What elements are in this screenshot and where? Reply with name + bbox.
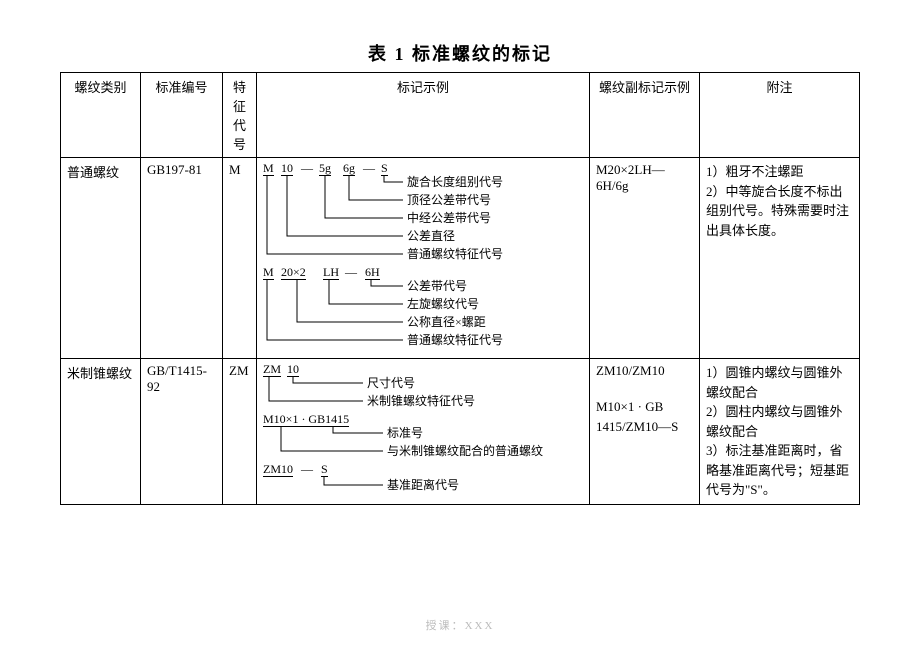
h-code: 特征代号 [223,73,257,158]
cell-code: M [223,158,257,359]
lbl: 公差直径 [407,230,455,242]
h-std: 标准编号 [141,73,223,158]
lbl: 公称直径×螺距 [407,316,486,328]
table-title: 表 1 标准螺纹的标记 [60,40,860,66]
lbl: 中经公差带代号 [407,212,491,224]
h-category: 螺纹类别 [61,73,141,158]
cell-pair: ZM10/ZM10 M10×1 · GB 1415/ZM10—S [590,359,700,505]
table-row: 普通螺纹 GB197-81 M M 10 — 5g 6g — S [61,158,860,359]
cell-pair: M20×2LH—6H/6g [590,158,700,359]
cell-diagram: M 10 — 5g 6g — S 旋合长度组别代号 顶径公差带代号 [257,158,590,359]
cell-notes: 1）粗牙不注螺距 2）中等旋合长度不标出组别代号。特殊需要时注出具体长度。 [700,158,860,359]
cell-std: GB197-81 [141,158,223,359]
lbl: 尺寸代号 [367,377,415,389]
pair-line-1: ZM10/ZM10 [596,363,693,379]
cell-std: GB/T1415-92 [141,359,223,505]
cell-notes: 1）圆锥内螺纹与圆锥外螺纹配合 2）圆柱内螺纹与圆锥外螺纹配合 3）标注基准距离… [700,359,860,505]
pair-line-2: M10×1 · GB 1415/ZM10—S [596,397,693,436]
cell-category: 米制锥螺纹 [61,359,141,505]
lbl: 普通螺纹特征代号 [407,334,503,346]
lbl: 基准距离代号 [387,479,459,491]
h-notes: 附注 [700,73,860,158]
lbl: 普通螺纹特征代号 [407,248,503,260]
h-example: 标记示例 [257,73,590,158]
lbl: 旋合长度组别代号 [407,176,503,188]
lbl: 公差带代号 [407,280,467,292]
lbl: 与米制锥螺纹配合的普通螺纹 [387,445,543,457]
header-row: 螺纹类别 标准编号 特征代号 标记示例 螺纹副标记示例 附注 [61,73,860,158]
thread-table: 螺纹类别 标准编号 特征代号 标记示例 螺纹副标记示例 附注 普通螺纹 GB19… [60,72,860,505]
cell-diagram: ZM 10 尺寸代号 米制锥螺纹特征代号 M10×1 · GB1415 [257,359,590,505]
h-pair: 螺纹副标记示例 [590,73,700,158]
lbl: 米制锥螺纹特征代号 [367,395,475,407]
page-footer: 授课：XXX [0,617,920,633]
lbl: 顶径公差带代号 [407,194,491,206]
lbl: 标准号 [387,427,423,439]
cell-category: 普通螺纹 [61,158,141,359]
cell-code: ZM [223,359,257,505]
table-row: 米制锥螺纹 GB/T1415-92 ZM ZM 10 尺寸代号 米制锥螺纹特征代… [61,359,860,505]
lbl: 左旋螺纹代号 [407,298,479,310]
